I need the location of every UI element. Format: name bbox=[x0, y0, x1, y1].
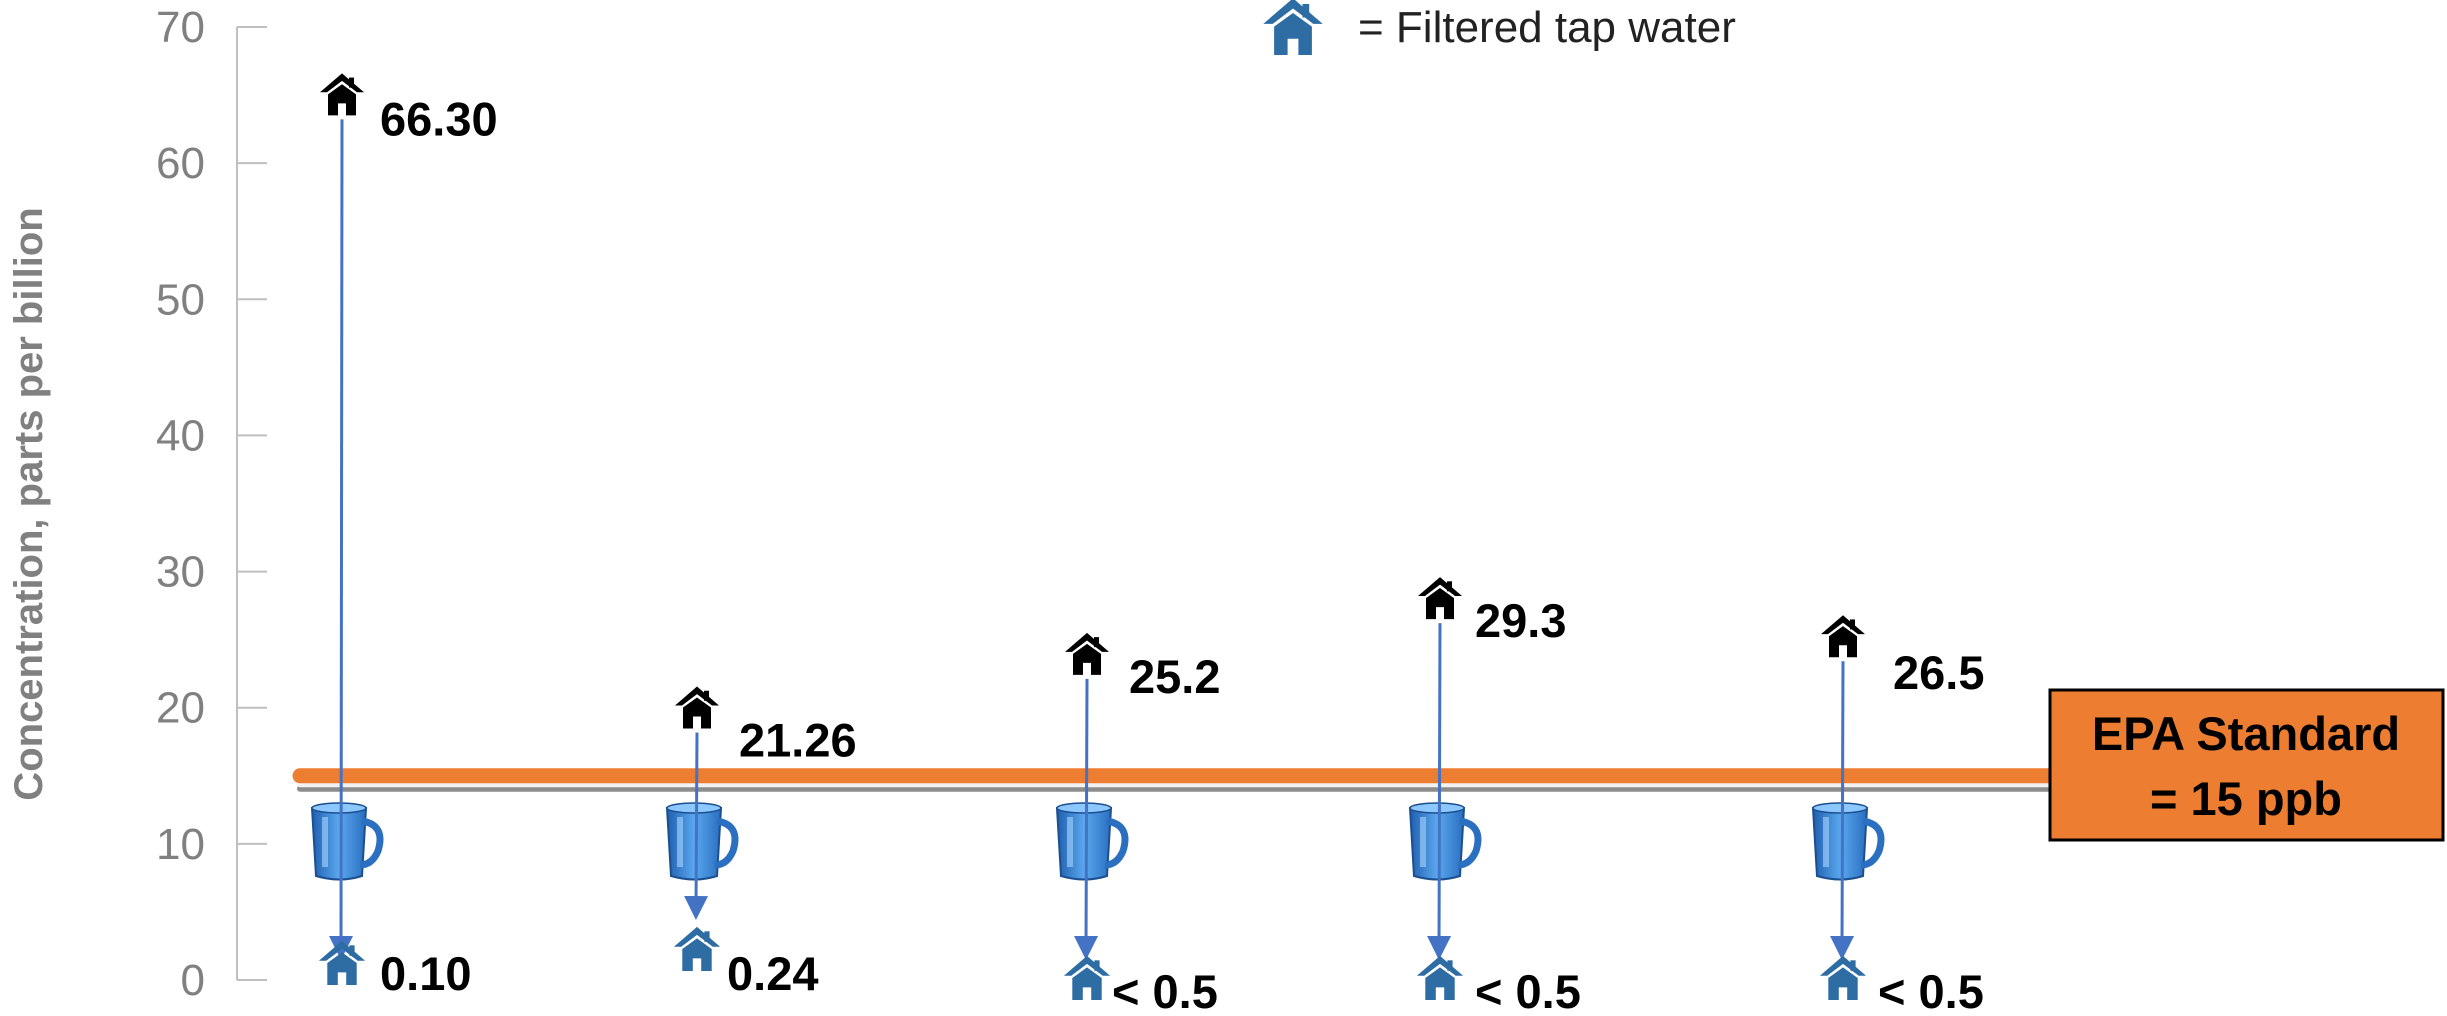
y-tick-label: 40 bbox=[156, 411, 205, 460]
epa-box-rect bbox=[2048, 688, 2445, 842]
y-axis-label: Concentration, parts per billion bbox=[7, 207, 51, 800]
reduction-arrow bbox=[329, 119, 354, 960]
reduction-arrow bbox=[1427, 623, 1452, 960]
water-pitcher-icon bbox=[1408, 802, 1482, 881]
y-tick-label: 0 bbox=[181, 956, 205, 1005]
y-tick-label: 20 bbox=[156, 684, 205, 733]
y-tick-label: 70 bbox=[156, 3, 205, 52]
y-tick-label: 30 bbox=[156, 548, 205, 597]
y-tick-label: 60 bbox=[156, 139, 205, 188]
filtered-value-label: 0.10 bbox=[380, 947, 471, 1000]
water-pitcher-icon bbox=[665, 802, 739, 881]
filtered-value-label: < 0.5 bbox=[1475, 965, 1581, 1016]
legend-house-icon bbox=[1263, 0, 1323, 55]
house-icon bbox=[1263, 0, 1323, 55]
legend: = Filtered tap water bbox=[1263, 0, 1736, 55]
filtered-house-icon bbox=[1819, 955, 1867, 1000]
unfiltered-value-label: 29.3 bbox=[1475, 594, 1566, 647]
unfiltered-house-icon bbox=[1821, 615, 1865, 658]
filtered-house-icon bbox=[673, 926, 721, 971]
water-pitcher-icon bbox=[1811, 802, 1885, 881]
reduction-arrow bbox=[1074, 678, 1099, 960]
epa-reference-line bbox=[292, 768, 2068, 792]
filtered-value-label: < 0.5 bbox=[1878, 965, 1984, 1016]
unfiltered-house-icon bbox=[1065, 632, 1109, 675]
unfiltered-value-label: 25.2 bbox=[1129, 650, 1220, 703]
reduction-arrow bbox=[684, 732, 709, 920]
y-ticks: 0 10 20 30 40 50 60 70 bbox=[156, 3, 267, 1005]
filtered-house-icon bbox=[1416, 955, 1464, 1000]
filtered-house-icon bbox=[318, 940, 366, 985]
unfiltered-house-icon bbox=[320, 73, 364, 116]
filtered-house-icon bbox=[1063, 955, 1111, 1000]
reduction-arrow bbox=[1830, 661, 1855, 960]
legend-text: = Filtered tap water bbox=[1358, 3, 1736, 52]
filtered-value-label: < 0.5 bbox=[1112, 965, 1218, 1016]
data-marks: 66.30 0.10 21.26 0.24 25.2 < 0.5 29.3 < 0.5 26.5… bbox=[310, 73, 1984, 1016]
water-pitcher-icon bbox=[1055, 802, 1129, 881]
unfiltered-value-label: 21.26 bbox=[739, 714, 857, 767]
y-tick-label: 50 bbox=[156, 275, 205, 324]
filtered-value-label: 0.24 bbox=[727, 947, 818, 1000]
unfiltered-house-icon bbox=[675, 686, 719, 729]
y-tick-label: 10 bbox=[156, 820, 205, 869]
epa-box-line1: EPA Standard bbox=[2092, 707, 2400, 760]
unfiltered-house-icon bbox=[1418, 577, 1462, 620]
epa-box-line2: = 15 ppb bbox=[2150, 772, 2342, 825]
unfiltered-value-label: 66.30 bbox=[380, 92, 498, 145]
water-pitcher-icon bbox=[310, 802, 384, 881]
epa-standard-box: EPA Standard = 15 ppb bbox=[2048, 688, 2445, 842]
unfiltered-value-label: 26.5 bbox=[1893, 646, 1984, 699]
